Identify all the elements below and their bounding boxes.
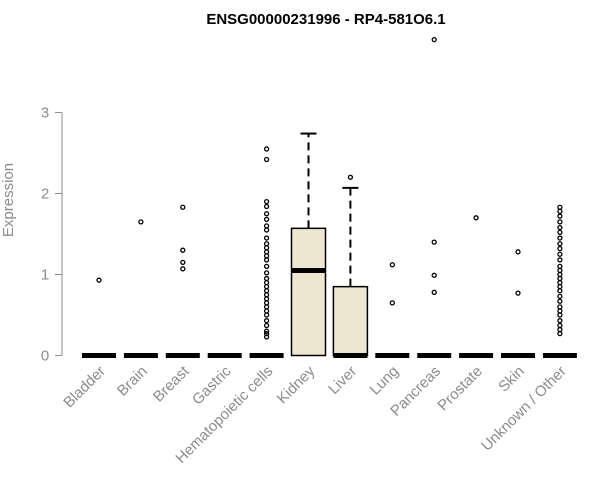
outlier-point — [557, 204, 563, 210]
outlier-point — [473, 215, 479, 221]
outlier-point — [263, 296, 270, 302]
box-unknown-other — [542, 204, 577, 358]
outlier-point — [96, 277, 102, 283]
outlier-point — [431, 289, 437, 295]
outlier-point — [263, 270, 270, 276]
outlier-point — [431, 36, 437, 43]
y-tick-label: 2 — [41, 186, 49, 203]
outlier-point — [557, 224, 563, 231]
outlier-point — [180, 247, 186, 253]
box-prostate — [459, 215, 494, 358]
x-tick-label: Bladder — [60, 363, 109, 412]
outlier-point — [263, 223, 270, 229]
outlier-point — [557, 330, 563, 337]
box-kidney — [290, 132, 327, 357]
outlier-point — [557, 213, 563, 219]
outlier-point — [138, 219, 144, 225]
outlier-point — [557, 263, 563, 270]
outlier-point — [557, 312, 563, 318]
x-tick-label: Breast — [150, 362, 193, 405]
outlier-point — [557, 304, 563, 310]
outlier-point — [263, 328, 270, 334]
box-brain — [123, 219, 158, 358]
outlier-point — [557, 229, 563, 236]
outlier-point — [263, 304, 270, 310]
outlier-point — [180, 259, 186, 266]
y-tick-label: 1 — [41, 267, 49, 284]
box-skin — [501, 249, 535, 358]
outlier-point — [263, 245, 270, 251]
outlier-point — [557, 235, 563, 241]
plot-area — [82, 36, 577, 358]
y-axis-ticks: 0 1 2 3 — [41, 105, 62, 365]
outlier-point — [557, 275, 563, 282]
outlier-point — [263, 257, 270, 263]
outlier-point — [263, 322, 270, 329]
outlier-point — [557, 208, 563, 214]
outlier-point — [263, 203, 270, 210]
outlier-point — [263, 318, 270, 324]
x-tick-label: Prostate — [434, 363, 486, 415]
outlier-point — [389, 300, 395, 306]
outlier-point — [557, 318, 563, 324]
x-tick-label: Skin — [495, 363, 528, 396]
outlier-point — [263, 283, 270, 290]
x-tick-label: Lung — [367, 363, 403, 399]
y-tick-label: 0 — [41, 348, 49, 365]
outlier-point — [263, 263, 270, 270]
box-breast — [165, 204, 200, 358]
outlier-point — [263, 330, 270, 337]
outlier-point — [557, 241, 563, 247]
outlier-point — [263, 275, 270, 282]
outlier-point — [557, 288, 563, 294]
box-bladder — [82, 277, 116, 358]
outlier-point — [263, 227, 270, 233]
outlier-point — [557, 283, 563, 290]
outlier-point — [557, 245, 563, 252]
outlier-point — [515, 249, 521, 255]
outlier-point — [263, 146, 270, 152]
outlier-point — [263, 216, 270, 223]
outlier-point — [431, 239, 437, 245]
outlier-point — [347, 174, 354, 180]
x-tick-label: Brain — [114, 363, 151, 400]
outlier-point — [263, 334, 270, 340]
box-lung — [375, 262, 410, 358]
box-liver — [332, 174, 369, 358]
outlier-point — [557, 326, 563, 333]
outlier-point — [557, 219, 563, 225]
chart-title: ENSG00000231996 - RP4-581O6.1 — [206, 11, 445, 28]
outlier-point — [557, 257, 563, 263]
outlier-point — [263, 198, 270, 205]
iqr-box — [290, 227, 327, 357]
outlier-point — [263, 235, 270, 241]
outlier-point — [515, 290, 521, 296]
outlier-point — [263, 211, 270, 217]
box-pancreas — [417, 36, 452, 358]
outlier-point — [431, 272, 437, 278]
outlier-point — [557, 293, 563, 300]
outlier-point — [263, 312, 270, 318]
outlier-point — [180, 204, 186, 210]
box-hematopoietic-cells — [249, 146, 284, 358]
outlier-point — [263, 253, 270, 259]
outlier-point — [180, 266, 186, 272]
x-tick-label: Kidney — [274, 362, 319, 407]
outlier-point — [263, 156, 270, 163]
y-axis-label: Expression — [0, 163, 17, 237]
y-tick-label: 3 — [41, 105, 49, 122]
outlier-point — [557, 298, 563, 304]
outlier-point — [557, 251, 563, 257]
x-tick-label: Liver — [325, 363, 360, 398]
outlier-point — [263, 241, 270, 247]
outlier-point — [389, 262, 395, 268]
iqr-box — [332, 285, 369, 357]
